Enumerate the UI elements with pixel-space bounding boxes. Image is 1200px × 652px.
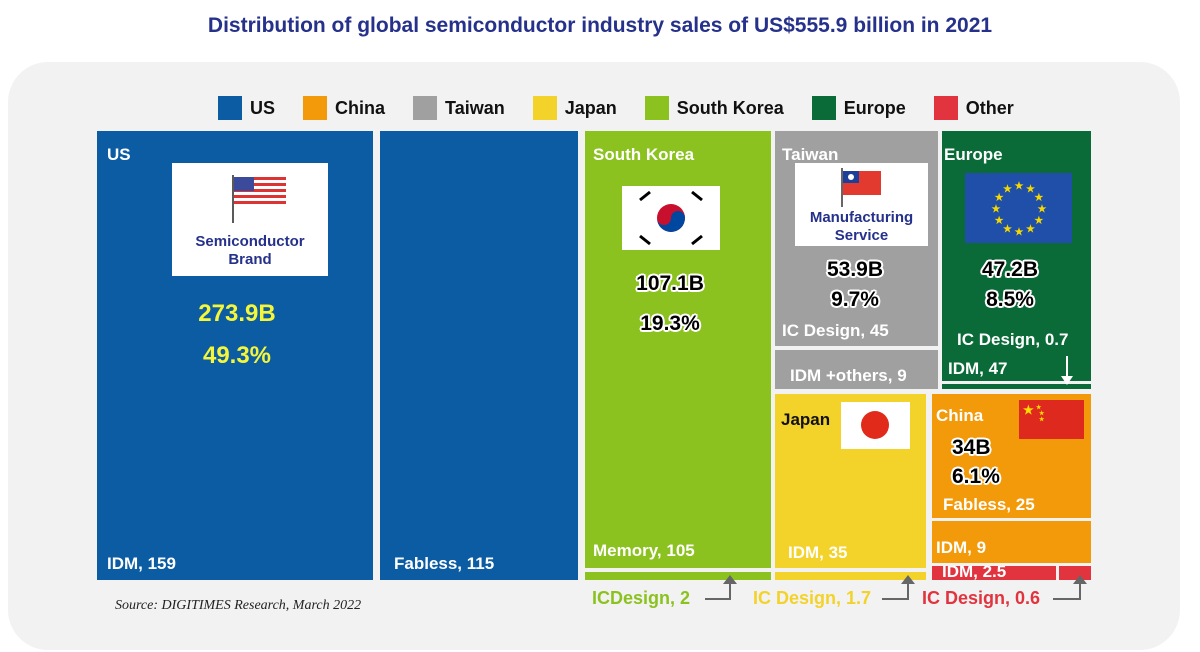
- japan-icdesign-label: IC Design, 1.7: [753, 588, 872, 608]
- korea-memory-label: Memory, 105: [593, 541, 695, 560]
- us-total: 273.9B: [198, 300, 276, 327]
- svg-text:★: ★: [1023, 403, 1034, 417]
- europe-total: 47.2B: [981, 258, 1039, 281]
- legend-label: China: [335, 97, 386, 118]
- legend-swatch: [811, 96, 836, 120]
- us-fabless-label: Fabless, 115: [394, 554, 495, 573]
- tile-us-fabless: [380, 131, 578, 580]
- legend-item-europe: Europe: [811, 96, 906, 120]
- us-tagline: Semiconductor Brand: [195, 233, 305, 268]
- legend: US China Taiwan Japan South Korea Europe…: [218, 96, 1042, 120]
- china-fabless-label: Fabless, 25: [943, 495, 1035, 514]
- eu-star: ★: [1003, 224, 1012, 235]
- korea-flag-card: [622, 186, 720, 250]
- taiwan-share: 9.7%: [831, 288, 879, 311]
- korea-icdesign-label: ICDesign, 2: [592, 588, 691, 608]
- legend-item-us: US: [218, 96, 275, 120]
- eu-star: ★: [992, 204, 1001, 215]
- other-idm-label: IDM, 2.5: [942, 566, 1007, 580]
- region-label-japan: Japan: [781, 410, 831, 429]
- eu-star: ★: [1015, 227, 1024, 238]
- legend-item-japan: Japan: [532, 96, 617, 120]
- legend-label: South Korea: [676, 97, 784, 118]
- tile-other-idm: IDM, 2.5: [932, 566, 1056, 580]
- eu-star: ★: [1038, 204, 1047, 215]
- china-flag-icon: ★ ★★★: [1019, 400, 1084, 439]
- taiwan-icdesign-label: IC Design, 45: [782, 321, 889, 340]
- taiwan-flag-card: Manufacturing Service: [795, 163, 928, 246]
- source-note: Source: DIGITIMES Research, March 2022: [115, 598, 362, 613]
- legend-item-other: Other: [933, 96, 1014, 120]
- legend-swatch: [532, 96, 557, 120]
- tile-korea-icdesign: [585, 572, 771, 580]
- svg-text:★: ★: [1036, 404, 1042, 411]
- legend-swatch: [218, 96, 242, 120]
- china-idm-label: IDM, 9: [936, 538, 987, 557]
- legend-label: Europe: [843, 97, 906, 118]
- legend-swatch: [413, 96, 438, 120]
- tile-europe-icdesign: [942, 384, 1091, 389]
- legend-swatch: [303, 96, 328, 120]
- japan-flag-icon: [841, 402, 910, 449]
- svg-text:★: ★: [1039, 416, 1045, 423]
- legend-item-south-korea: South Korea: [644, 96, 784, 120]
- europe-share: 8.5%: [986, 288, 1034, 311]
- tile-europe-idm: [942, 131, 1091, 381]
- europe-idm-label: IDM, 47: [948, 359, 1008, 378]
- taiwan-idm-label: IDM +others, 9: [790, 366, 907, 385]
- legend-label: Japan: [564, 97, 617, 118]
- us-share: 49.3%: [202, 342, 272, 369]
- legend-swatch: [644, 96, 669, 120]
- svg-text:★: ★: [1039, 410, 1045, 417]
- tile-other-icdesign: [1059, 566, 1091, 580]
- legend-label: Taiwan: [445, 97, 505, 118]
- legend-swatch: [933, 96, 958, 120]
- eu-star: ★: [1034, 193, 1043, 204]
- eu-star: ★: [1003, 184, 1012, 195]
- eu-star: ★: [995, 216, 1004, 227]
- china-total: 34B: [952, 436, 991, 459]
- region-label-china: China: [936, 406, 984, 425]
- korea-share: 19.3%: [640, 312, 700, 335]
- tile-taiwan-idm: [775, 350, 938, 389]
- taiwan-flag-icon: [841, 168, 881, 207]
- taiwan-tagline: Manufacturing Service: [809, 209, 914, 244]
- china-share: 6.1%: [952, 465, 1000, 488]
- taiwan-total: 53.9B: [826, 258, 884, 281]
- region-label-south-korea: South Korea: [593, 145, 695, 164]
- korea-flag-icon: [639, 190, 703, 246]
- region-label-taiwan: Taiwan: [782, 145, 839, 164]
- us-idm-label: IDM, 159: [107, 554, 176, 573]
- eu-star: ★: [1026, 184, 1035, 195]
- eu-star: ★: [1026, 224, 1035, 235]
- legend-item-taiwan: Taiwan: [413, 96, 505, 120]
- chart-title: Distribution of global semiconductor ind…: [207, 14, 993, 37]
- us-flag-icon: [232, 175, 286, 223]
- eu-star: ★: [1015, 181, 1024, 192]
- korea-total: 107.1B: [636, 272, 704, 295]
- tile-japan-icdesign: [775, 572, 926, 580]
- eu-star: ★: [1034, 216, 1043, 227]
- eu-star: ★: [995, 193, 1004, 204]
- other-icdesign-label: IC Design, 0.6: [922, 588, 1041, 608]
- tile-china-idm: [932, 521, 1091, 563]
- europe-icdesign-label: IC Design, 0.7: [957, 330, 1069, 349]
- region-label-us: US: [107, 145, 131, 164]
- us-flag-card: Semiconductor Brand: [172, 163, 328, 276]
- legend-item-china: China: [303, 96, 385, 120]
- region-label-europe: Europe: [944, 145, 1003, 164]
- japan-idm-label: IDM, 35: [788, 543, 848, 562]
- eu-flag-icon: ★ ★★★★★★★★★★★: [965, 173, 1072, 243]
- legend-label: Other: [965, 97, 1014, 118]
- legend-label: US: [250, 97, 276, 118]
